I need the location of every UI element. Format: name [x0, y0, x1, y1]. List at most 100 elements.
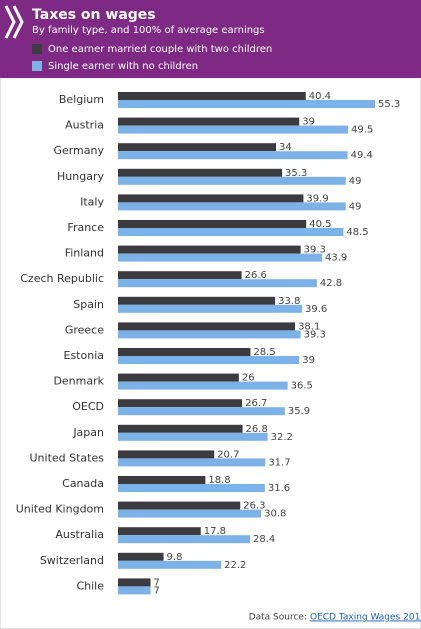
legend-swatch — [32, 61, 42, 71]
bar — [118, 330, 301, 339]
value-label: 40.5 — [309, 219, 331, 230]
bar — [118, 407, 285, 416]
value-label: 40.4 — [309, 91, 331, 102]
bar — [118, 476, 206, 484]
value-label: 7 — [154, 585, 160, 596]
category-label: Chile — [76, 579, 104, 592]
bar — [118, 176, 346, 185]
value-label: 9.8 — [167, 552, 183, 563]
value-label: 55.3 — [378, 99, 400, 110]
bar — [118, 220, 307, 228]
bar — [118, 348, 251, 356]
bar — [118, 92, 306, 100]
legend-label: One earner married couple with two child… — [48, 44, 272, 55]
bar — [118, 578, 151, 587]
category-label: Canada — [62, 477, 104, 490]
value-label: 31.6 — [268, 483, 290, 494]
bar — [118, 168, 283, 177]
category-label: United States — [30, 451, 105, 464]
category-label: Estonia — [64, 349, 105, 362]
category-label: Greece — [65, 323, 104, 336]
value-label: 48.5 — [346, 227, 368, 238]
value-label: 28.4 — [253, 534, 275, 545]
value-label: 39.3 — [304, 245, 326, 256]
bar — [118, 322, 296, 331]
bar — [118, 373, 239, 382]
bar — [118, 535, 250, 544]
value-label: 26 — [242, 373, 255, 384]
value-label: 36.5 — [291, 381, 313, 392]
category-label: Hungary — [57, 170, 104, 183]
value-label: 34 — [279, 142, 292, 153]
category-label: Japan — [72, 426, 104, 439]
value-label: 32.2 — [271, 432, 293, 443]
value-label: 35.3 — [285, 168, 307, 179]
bar — [118, 279, 317, 288]
legend-swatch — [32, 44, 42, 54]
value-label: 26.7 — [245, 398, 267, 409]
bar — [118, 151, 348, 160]
bar — [118, 501, 241, 510]
category-label: Belgium — [59, 93, 104, 106]
bar — [118, 253, 323, 262]
value-label: 31.7 — [268, 457, 290, 468]
bar — [118, 458, 266, 467]
value-label: 42.8 — [320, 278, 342, 289]
bar — [118, 560, 222, 569]
logo — [4, 5, 24, 39]
bar — [118, 424, 243, 433]
bar — [118, 100, 375, 108]
value-label: 33.8 — [278, 296, 300, 307]
value-label: 43.9 — [325, 253, 347, 264]
value-label: 22.2 — [224, 560, 246, 571]
value-label: 30.8 — [264, 509, 286, 520]
value-label: 39 — [302, 355, 315, 366]
value-label: 39.3 — [304, 329, 326, 340]
value-label: 38.1 — [298, 321, 320, 332]
value-label: 49 — [349, 176, 362, 187]
bar — [118, 125, 349, 134]
value-label: 26.3 — [243, 501, 265, 512]
bar — [118, 432, 268, 441]
bar — [118, 143, 277, 152]
legend-label: Single earner with no children — [48, 61, 198, 72]
category-label: Spain — [73, 298, 104, 311]
bar — [118, 586, 151, 595]
category-label: OECD — [72, 400, 104, 413]
bar — [118, 304, 303, 313]
bar — [118, 194, 304, 203]
category-label: Australia — [55, 528, 104, 541]
value-label: 49 — [349, 201, 362, 212]
bar — [118, 356, 300, 364]
category-label: Switzerland — [40, 554, 104, 567]
bar — [118, 509, 262, 518]
value-label: 18.8 — [208, 475, 230, 486]
bar — [118, 527, 201, 536]
value-label: 7 — [154, 577, 160, 588]
category-label: France — [67, 221, 104, 234]
value-label: 28.5 — [253, 347, 275, 358]
bar — [118, 228, 344, 236]
value-label: 26.8 — [246, 424, 268, 435]
category-label: Denmark — [53, 375, 104, 388]
bar — [118, 450, 215, 459]
value-label: 49.4 — [351, 150, 373, 161]
value-label: 39.9 — [306, 193, 328, 204]
value-label: 35.9 — [288, 406, 310, 417]
bar — [118, 271, 242, 280]
value-label: 39.6 — [305, 304, 327, 315]
source-link[interactable]: OECD Taxing Wages 2016 — [310, 613, 421, 623]
header — [0, 0, 421, 78]
chart-subtitle: By family type, and 100% of average earn… — [32, 25, 265, 36]
category-label: Czech Republic — [20, 272, 104, 285]
chart-title: Taxes on wages — [32, 7, 156, 23]
category-label: United Kingdom — [16, 503, 104, 516]
bar — [118, 117, 300, 126]
value-label: 17.8 — [204, 526, 226, 537]
bar — [118, 381, 288, 390]
bar — [118, 245, 301, 254]
value-label: 49.5 — [351, 125, 373, 136]
value-label: 26.6 — [245, 270, 267, 281]
bar — [118, 202, 346, 211]
